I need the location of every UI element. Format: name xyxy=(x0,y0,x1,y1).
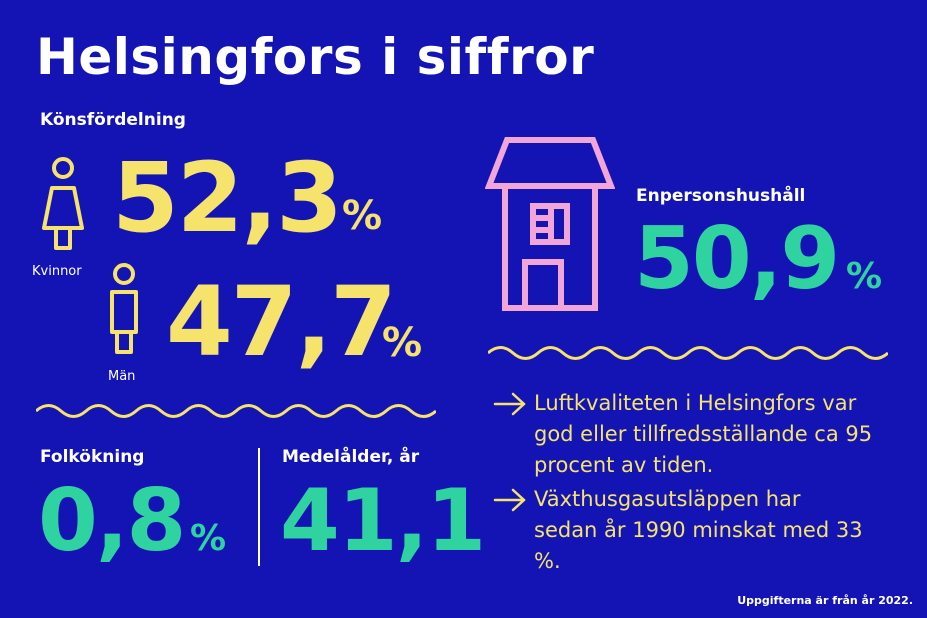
men-unit: % xyxy=(382,320,423,366)
man-icon xyxy=(110,263,138,354)
men-value: 47,7 xyxy=(166,266,397,378)
page-title: Helsingfors i siffror xyxy=(36,28,595,86)
growth-value: 0,8 xyxy=(38,471,186,571)
footnote: Uppgifterna är från år 2022. xyxy=(737,594,913,607)
wave-divider-left xyxy=(36,404,436,418)
bullet-emissions: Växthusgasutsläppen har sedan år 1990 mi… xyxy=(534,487,863,573)
vertical-divider xyxy=(258,448,260,566)
arrow-right-icon xyxy=(493,488,526,512)
growth-unit: % xyxy=(190,518,227,559)
median-age-heading: Medelålder, år xyxy=(282,447,420,467)
gender-heading: Könsfördelning xyxy=(40,110,186,130)
women-value: 52,3 xyxy=(112,142,343,254)
households-heading: Enpersonshushåll xyxy=(636,186,806,206)
woman-icon xyxy=(42,157,84,250)
households-unit: % xyxy=(846,256,883,297)
median-age-value: 41,1 xyxy=(280,471,486,571)
arrow-right-icon xyxy=(493,392,526,416)
growth-heading: Folkökning xyxy=(40,447,145,467)
men-label: Män xyxy=(108,369,136,384)
bullet-air-quality: Luftkvaliteten i Helsingfors var god ell… xyxy=(534,391,873,477)
wave-divider-right xyxy=(488,346,888,360)
households-value: 50,9 xyxy=(634,209,840,309)
women-unit: % xyxy=(342,193,383,239)
women-label: Kvinnor xyxy=(32,264,82,279)
house-icon xyxy=(485,137,615,311)
